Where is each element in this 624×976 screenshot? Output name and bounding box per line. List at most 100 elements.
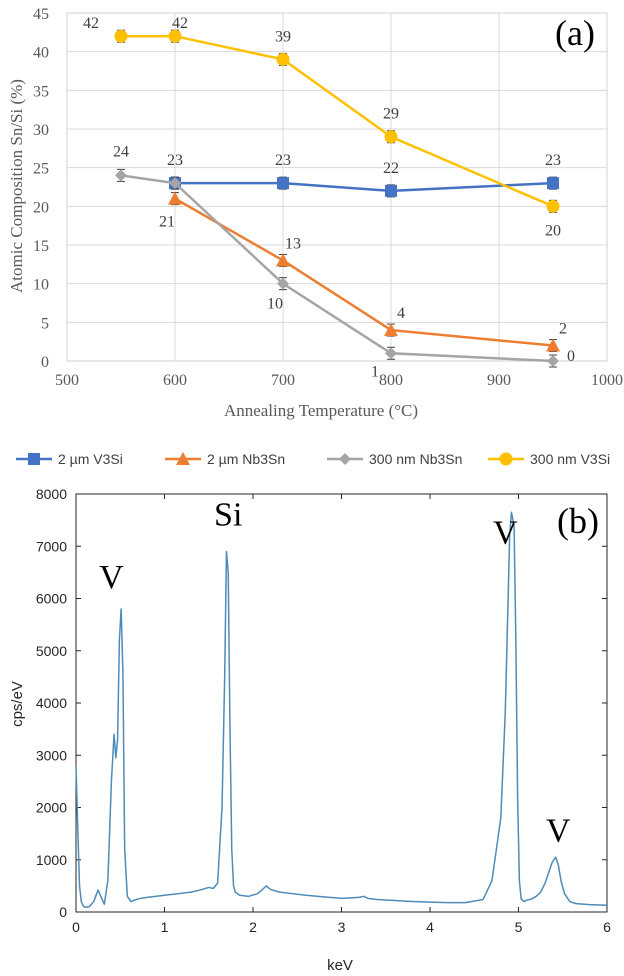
panel-a-y-tick-label: 30	[33, 122, 49, 139]
data-point-marker	[547, 177, 559, 190]
panel-b-x-tick-label: 5	[515, 919, 523, 935]
data-point-marker	[168, 29, 182, 43]
data-label: 1	[371, 363, 379, 380]
panel-b-y-tick-label: 1000	[36, 852, 67, 868]
panel-a-label: (a)	[555, 13, 595, 53]
data-label: 23	[275, 152, 291, 169]
panel-a-y-tick-label: 10	[33, 277, 49, 294]
series-2	[115, 168, 559, 368]
panel-b-y-tick-label: 7000	[36, 538, 67, 554]
data-point-marker	[276, 52, 290, 66]
panel-a-x-tick-label: 800	[379, 372, 403, 389]
legend-entry: 2 µm V3Si	[16, 451, 123, 467]
data-point-marker	[384, 130, 398, 144]
data-label: 22	[383, 160, 399, 177]
data-label: 23	[545, 152, 561, 169]
panel-b-y-tick-label: 6000	[36, 591, 67, 607]
panel-b-x-tick-label: 0	[72, 919, 80, 935]
panel-b-x-tick-label: 1	[161, 919, 169, 935]
data-label: 0	[567, 348, 575, 365]
peak-annotation: Si	[214, 496, 242, 533]
legend-label: 300 nm Nb3Sn	[369, 451, 462, 467]
data-point-marker	[385, 347, 397, 360]
legend-marker	[339, 453, 351, 465]
panel-a-y-tick-label: 5	[41, 315, 49, 332]
spectrum-line	[75, 511, 608, 909]
panel-b-peak-annotations: V Si V V	[99, 496, 571, 849]
panel-a-x-tick-label: 600	[163, 372, 187, 389]
panel-a-y-tick-label: 0	[41, 354, 49, 371]
panel-b-x-tick-label: 3	[338, 919, 346, 935]
data-point-marker	[114, 29, 128, 43]
peak-annotation: V	[546, 812, 571, 849]
peak-annotation: V	[493, 515, 518, 552]
data-point-marker	[547, 355, 559, 367]
panel-b-plot-frame	[75, 493, 608, 913]
data-label: 42	[83, 15, 99, 32]
panel-a-y-tick-label: 40	[33, 45, 49, 62]
legend-marker	[176, 452, 190, 465]
peak-annotation: V	[99, 559, 124, 596]
data-point-marker	[384, 323, 398, 337]
data-label: 39	[275, 28, 291, 45]
panel-a-x-tick-label: 900	[487, 372, 511, 389]
panel-a-y-tick-label: 15	[33, 238, 49, 255]
legend-label: 2 µm V3Si	[58, 451, 123, 467]
panel-b-tick-labels: 0 1 2 3 4 5 6 0 1000 2000 3000 4000 5000 6000 7000 8000	[36, 486, 611, 935]
data-point-marker	[276, 253, 290, 267]
panel-b-y-axis-title: cps/eV	[9, 681, 26, 727]
series-line	[120, 174, 554, 363]
data-point-marker	[277, 177, 289, 190]
legend-entry: 300 nm V3Si	[488, 451, 610, 467]
legend-entry: 300 nm Nb3Sn	[327, 451, 462, 467]
panel-a-plot-frame	[66, 12, 608, 362]
panel-a-y-tick-label: 20	[33, 199, 49, 216]
panel-b-y-tick-label: 4000	[36, 695, 67, 711]
data-point-marker	[385, 184, 397, 197]
panel-a-legend: 2 µm V3Si 2 µm Nb3Sn 300 nm Nb3Sn 300 nm V3…	[16, 451, 610, 467]
data-label: 29	[383, 106, 399, 123]
panel-a-series	[114, 29, 560, 368]
panel-b-y-tick-label: 8000	[36, 486, 67, 502]
data-label: 4	[397, 305, 405, 322]
panel-b-y-tick-label: 0	[59, 904, 67, 920]
data-label: 24	[113, 143, 129, 160]
data-label: 2	[559, 321, 567, 338]
data-point-marker	[546, 199, 560, 213]
panel-a-x-tick-label: 700	[271, 372, 295, 389]
panel-b-spectrum-chart: 0 1 2 3 4 5 6 0 1000 2000 3000 4000 5000 6000 7000 8000…	[9, 486, 611, 974]
legend-marker	[28, 453, 40, 465]
series-1	[168, 191, 560, 353]
panel-b-y-tick-label: 2000	[36, 800, 67, 816]
panel-a-x-tick-label: 500	[55, 372, 79, 389]
data-point-marker	[115, 169, 127, 182]
series-0	[169, 176, 559, 198]
series-3	[114, 29, 560, 213]
panel-b-label: (b)	[557, 501, 599, 541]
panel-b-y-tick-label: 3000	[36, 747, 67, 763]
legend-label: 2 µm Nb3Sn	[207, 451, 285, 467]
data-label: 10	[267, 296, 283, 313]
data-point-marker	[168, 191, 182, 205]
series-line	[174, 197, 554, 347]
panel-b-x-tick-label: 4	[426, 919, 434, 935]
panel-b-series	[75, 511, 608, 909]
data-label: 20	[545, 222, 561, 239]
panel-b-x-tick-label: 2	[249, 919, 257, 935]
panel-a-x-tick-label: 1000	[591, 372, 623, 389]
panel-b-x-axis-title: keV	[327, 957, 353, 974]
legend-entry: 2 µm Nb3Sn	[165, 451, 285, 467]
panel-a-y-axis-title: Atomic Composition Sn/Si (%)	[7, 79, 26, 293]
series-line	[175, 181, 554, 193]
data-point-marker	[169, 177, 181, 190]
panel-a-y-tick-label: 45	[33, 6, 49, 23]
legend-label: 300 nm V3Si	[530, 451, 610, 467]
legend-marker	[499, 452, 513, 466]
panel-a-y-tick-label: 25	[33, 161, 49, 178]
data-point-marker	[277, 277, 289, 290]
series-line	[121, 34, 554, 208]
panel-a-y-tick-label: 35	[33, 83, 49, 100]
